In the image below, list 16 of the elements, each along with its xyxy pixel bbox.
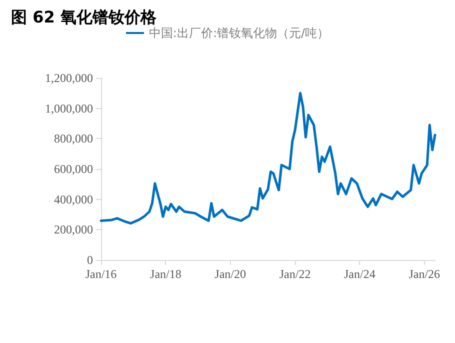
chart-title: 图 62 氧化镨钕价格	[11, 8, 158, 26]
line-series	[100, 92, 436, 225]
legend-label: 中国:出厂价:镨钕氧化物（元/吨）	[148, 26, 330, 40]
y-tick-label: 600,000	[54, 162, 93, 176]
y-tick-label: 0	[87, 253, 93, 267]
y-tick-label: 200,000	[54, 222, 93, 237]
y-tick-label: 400,000	[54, 192, 93, 206]
x-tick-label: Jan/26	[408, 267, 440, 281]
x-tick-label: Jan/22	[279, 267, 311, 281]
x-tick-label: Jan/20	[214, 267, 246, 281]
y-tick-label: 800,000	[54, 132, 93, 146]
x-tick-label: Jan/18	[150, 267, 182, 281]
x-tick-label: Jan/16	[85, 267, 117, 281]
y-tick-label: 1,000,000	[45, 101, 93, 116]
x-tick-label: Jan/24	[344, 267, 376, 281]
y-tick-label: 1,200,000	[45, 71, 93, 85]
